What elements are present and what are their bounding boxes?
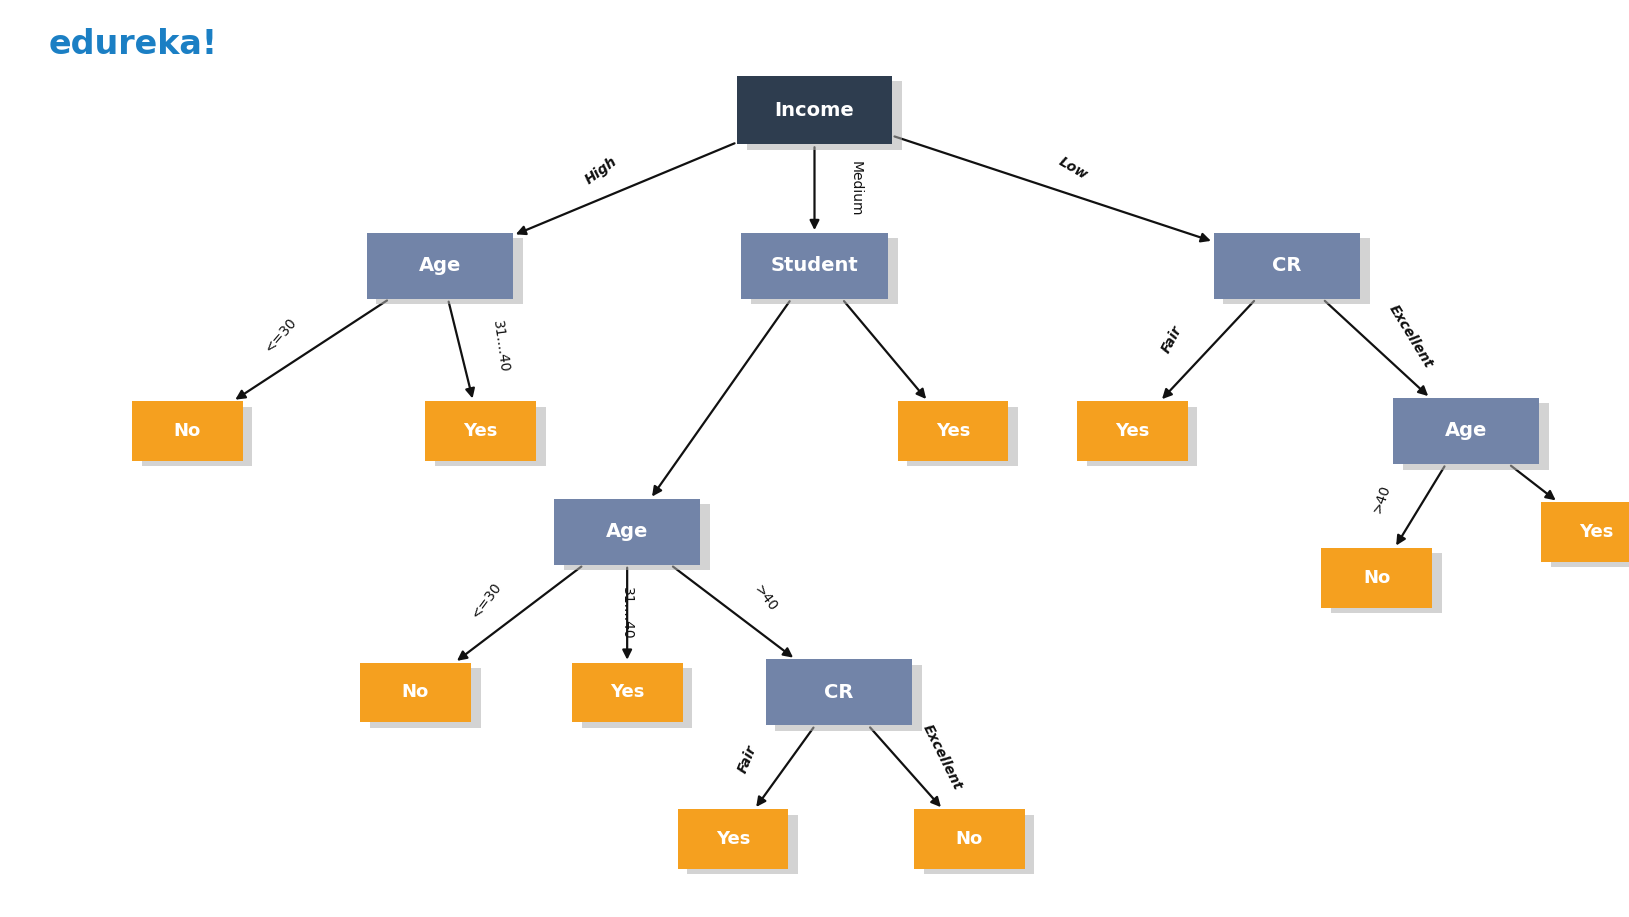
Text: Low: Low bbox=[1056, 155, 1090, 182]
Text: Fair: Fair bbox=[1160, 324, 1184, 356]
FancyBboxPatch shape bbox=[376, 238, 523, 304]
FancyBboxPatch shape bbox=[367, 233, 513, 299]
FancyBboxPatch shape bbox=[582, 668, 692, 728]
FancyBboxPatch shape bbox=[564, 504, 710, 570]
FancyBboxPatch shape bbox=[907, 407, 1018, 466]
FancyBboxPatch shape bbox=[914, 809, 1025, 869]
FancyBboxPatch shape bbox=[1393, 398, 1539, 464]
Text: High: High bbox=[582, 154, 619, 187]
Text: >40: >40 bbox=[1370, 482, 1393, 514]
FancyBboxPatch shape bbox=[425, 402, 536, 460]
FancyBboxPatch shape bbox=[1331, 553, 1442, 613]
Text: <=30: <=30 bbox=[262, 315, 298, 355]
FancyBboxPatch shape bbox=[678, 809, 788, 869]
FancyBboxPatch shape bbox=[1551, 508, 1629, 567]
FancyBboxPatch shape bbox=[741, 233, 888, 299]
FancyBboxPatch shape bbox=[435, 407, 546, 466]
Text: Yes: Yes bbox=[715, 830, 751, 848]
FancyBboxPatch shape bbox=[687, 814, 798, 875]
Text: Age: Age bbox=[1445, 422, 1487, 440]
FancyBboxPatch shape bbox=[1077, 402, 1188, 460]
Text: CR: CR bbox=[1272, 257, 1302, 275]
FancyBboxPatch shape bbox=[360, 662, 471, 723]
Text: edureka!: edureka! bbox=[49, 28, 218, 61]
FancyBboxPatch shape bbox=[746, 81, 901, 149]
Text: <=30: <=30 bbox=[469, 580, 505, 621]
FancyBboxPatch shape bbox=[898, 402, 1008, 460]
Text: Yes: Yes bbox=[1114, 422, 1150, 440]
Text: Income: Income bbox=[775, 101, 854, 119]
FancyBboxPatch shape bbox=[775, 665, 922, 731]
FancyBboxPatch shape bbox=[142, 407, 252, 466]
Text: CR: CR bbox=[824, 683, 854, 702]
FancyBboxPatch shape bbox=[1403, 403, 1549, 470]
Text: 31....40: 31....40 bbox=[490, 320, 512, 374]
Text: 31....40: 31....40 bbox=[621, 588, 634, 640]
Text: Yes: Yes bbox=[935, 422, 971, 440]
FancyBboxPatch shape bbox=[751, 238, 898, 304]
FancyBboxPatch shape bbox=[736, 76, 891, 144]
Text: >40: >40 bbox=[751, 582, 780, 614]
FancyBboxPatch shape bbox=[132, 402, 243, 460]
Text: No: No bbox=[956, 830, 982, 848]
Text: No: No bbox=[1363, 569, 1390, 587]
FancyBboxPatch shape bbox=[1321, 547, 1432, 607]
Text: Student: Student bbox=[771, 257, 858, 275]
Text: Yes: Yes bbox=[609, 683, 645, 702]
FancyBboxPatch shape bbox=[1087, 407, 1197, 466]
FancyBboxPatch shape bbox=[370, 668, 481, 728]
FancyBboxPatch shape bbox=[554, 499, 700, 565]
Text: Age: Age bbox=[606, 523, 648, 541]
FancyBboxPatch shape bbox=[1541, 503, 1629, 561]
FancyBboxPatch shape bbox=[766, 659, 912, 725]
Text: Yes: Yes bbox=[463, 422, 498, 440]
Text: Excellent: Excellent bbox=[920, 722, 964, 792]
FancyBboxPatch shape bbox=[924, 814, 1034, 875]
Text: Fair: Fair bbox=[735, 743, 759, 775]
Text: Yes: Yes bbox=[1579, 523, 1614, 541]
Text: Excellent: Excellent bbox=[1386, 303, 1435, 370]
FancyBboxPatch shape bbox=[572, 662, 683, 723]
FancyBboxPatch shape bbox=[1214, 233, 1360, 299]
Text: Age: Age bbox=[419, 257, 461, 275]
Text: Medium: Medium bbox=[849, 160, 862, 216]
FancyBboxPatch shape bbox=[1223, 238, 1370, 304]
Text: No: No bbox=[174, 422, 200, 440]
Text: No: No bbox=[402, 683, 428, 702]
